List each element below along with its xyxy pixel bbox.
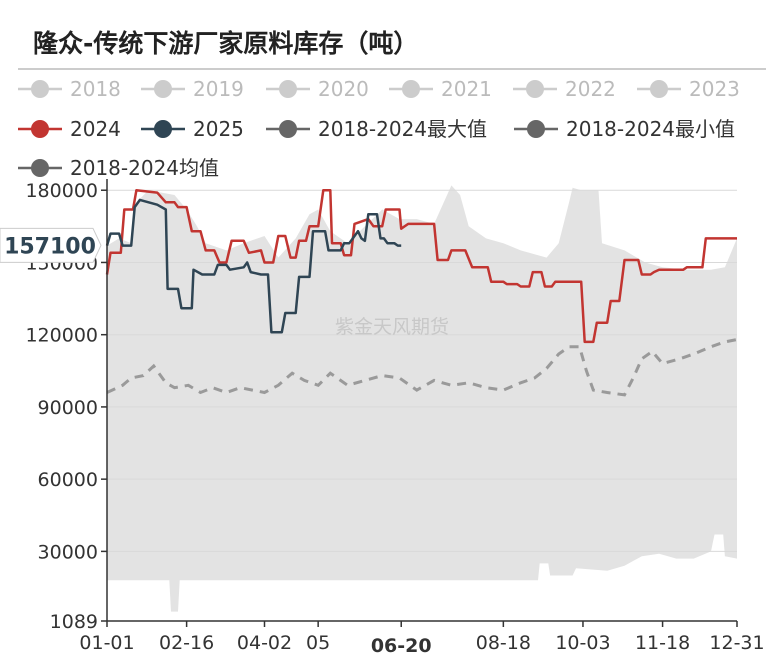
legend-label: 2018-2024最小值 — [566, 117, 735, 141]
legend-swatch-dot — [31, 120, 49, 138]
series-layer — [105, 188, 738, 397]
legend-item-2024[interactable]: 2024 — [18, 117, 121, 141]
legend[interactable]: 2018 2019 2020 2021 2022 2023 2024 2025 2018-202… — [18, 77, 740, 180]
y-tick-label: 90000 — [38, 397, 98, 419]
y-tick-label: 1089 — [50, 611, 98, 633]
watermark: 紫金天风期货 — [335, 316, 449, 338]
axis-pointer-value: 157100 — [4, 234, 96, 259]
legend-item-2018[interactable]: 2018 — [18, 77, 121, 101]
axis-pointer-label: 157100 — [0, 227, 102, 263]
legend-label: 2019 — [193, 77, 244, 101]
x-pointer-label: 06-20 — [371, 635, 432, 657]
legend-swatch-dot — [279, 80, 297, 98]
x-tick-label: 04-02 — [237, 632, 292, 654]
x-tick-label: 02-16 — [159, 632, 214, 654]
x-tick-label: 05 — [306, 632, 330, 654]
chart-title: 隆众-传统下游厂家原料库存（吨） — [33, 29, 418, 58]
legend-swatch-dot — [402, 80, 420, 98]
x-tick-label: 01-01 — [79, 632, 134, 654]
legend-label: 2018-2024最大值 — [318, 117, 487, 141]
y-tick-label: 60000 — [38, 469, 98, 491]
min-max-band — [107, 185, 737, 612]
legend-label: 2022 — [565, 77, 616, 101]
legend-item-avg[interactable]: 2018-2024均值 — [18, 156, 219, 180]
legend-label: 2023 — [689, 77, 740, 101]
legend-item-2021[interactable]: 2021 — [389, 77, 492, 101]
legend-label: 2025 — [193, 117, 244, 141]
legend-item-2020[interactable]: 2020 — [266, 77, 369, 101]
legend-swatch-dot — [31, 80, 49, 98]
axis-layer: 108930000600009000012000015000018000001-… — [25, 179, 765, 657]
legend-swatch-dot — [527, 120, 545, 138]
legend-item-2023[interactable]: 2023 — [637, 77, 740, 101]
legend-label: 2024 — [70, 117, 121, 141]
legend-item-2019[interactable]: 2019 — [141, 77, 244, 101]
legend-label: 2020 — [318, 77, 369, 101]
legend-item-2025[interactable]: 2025 — [141, 117, 244, 141]
x-tick-label: 12-31 — [709, 632, 764, 654]
series-line-2024 — [105, 188, 737, 344]
legend-label: 2018 — [70, 77, 121, 101]
legend-swatch-dot — [279, 120, 297, 138]
min-max-band-layer — [107, 185, 737, 612]
legend-item-2018-2024最小值[interactable]: 2018-2024最小值 — [514, 117, 735, 141]
legend-label: 2018-2024均值 — [70, 156, 219, 180]
series-line-2025 — [105, 198, 402, 334]
legend-label: 2021 — [441, 77, 492, 101]
legend-swatch-dot — [154, 120, 172, 138]
legend-swatch-dot — [650, 80, 668, 98]
legend-swatch-dot — [526, 80, 544, 98]
axis-pointer-box — [0, 227, 102, 263]
x-tick-label: 11-18 — [635, 632, 690, 654]
legend-item-2022[interactable]: 2022 — [513, 77, 616, 101]
y-tick-label: 180000 — [25, 180, 98, 202]
legend-swatch-dot — [31, 159, 49, 177]
grid-layer — [107, 189, 737, 552]
legend-swatch-dot — [154, 80, 172, 98]
y-tick-label: 30000 — [38, 541, 98, 563]
x-tick-label: 10-03 — [555, 632, 610, 654]
y-tick-label: 120000 — [25, 325, 98, 347]
x-tick-label: 08-18 — [476, 632, 531, 654]
legend-item-2018-2024最大值[interactable]: 2018-2024最大值 — [266, 117, 487, 141]
